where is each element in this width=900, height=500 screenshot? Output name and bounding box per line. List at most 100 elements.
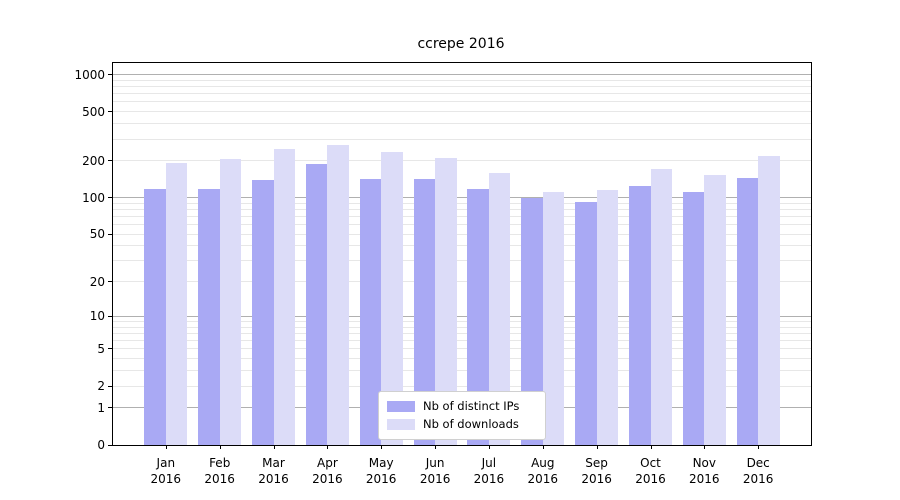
- minor-gridline-500: [113, 111, 811, 113]
- x-tick-label-jun: Jun 2016: [405, 455, 465, 487]
- x-tick-month: Jan: [156, 456, 176, 470]
- y-tick-label-200: 200: [82, 153, 105, 168]
- x-tick-month: Jul: [481, 456, 497, 470]
- x-tick-year: 2016: [635, 472, 666, 486]
- bar-oct-distinct-ips: [629, 186, 651, 445]
- minor-gridline-90: [113, 202, 811, 204]
- bar-nov-distinct-ips: [682, 191, 705, 445]
- legend-swatch-downloads: [387, 418, 415, 430]
- bar-jul-distinct-ips: [467, 189, 489, 445]
- y-tick-label-0: 0: [97, 438, 105, 452]
- bar-sep-distinct-ips: [575, 201, 597, 445]
- minor-gridline-300: [113, 138, 811, 140]
- bar-mar-distinct-ips: [252, 180, 274, 445]
- x-tick-nov: [704, 445, 706, 449]
- x-tick-year: 2016: [204, 472, 235, 486]
- x-tick-jun: [435, 445, 437, 449]
- legend-label-distinct-ips: Nb of distinct IPs: [423, 399, 520, 413]
- minor-gridline-50: [113, 233, 811, 235]
- minor-gridline-7: [113, 333, 811, 334]
- x-tick-month: Nov: [692, 456, 716, 470]
- minor-gridline-9: [113, 321, 811, 322]
- x-tick-year: 2016: [581, 472, 612, 486]
- minor-gridline-80: [113, 208, 811, 210]
- minor-gridline-70: [113, 215, 811, 217]
- minor-gridline-60: [113, 224, 811, 226]
- y-tick-20: [108, 281, 113, 283]
- minor-gridline-700: [113, 93, 811, 95]
- y-tick-0: [108, 444, 113, 446]
- major-gridline-100: [113, 197, 811, 198]
- minor-gridline-3: [113, 370, 811, 372]
- minor-gridline-600: [113, 101, 811, 103]
- x-tick-jan: [165, 445, 167, 449]
- y-tick-label-1000: 1000: [74, 67, 105, 82]
- x-tick-sep: [596, 445, 598, 449]
- x-tick-jul: [488, 445, 490, 449]
- x-tick-aug: [542, 445, 544, 449]
- x-tick-month: Mar: [262, 456, 285, 470]
- minor-gridline-800: [113, 86, 811, 87]
- y-tick-label-1: 1: [97, 400, 105, 415]
- x-tick-dec: [758, 445, 760, 449]
- x-tick-year: 2016: [258, 472, 289, 486]
- bar-mar-downloads: [273, 149, 295, 445]
- x-tick-month: Sep: [585, 456, 608, 470]
- bar-nov-downloads: [704, 175, 726, 445]
- bar-aug-distinct-ips: [521, 198, 543, 445]
- x-tick-label-feb: Feb 2016: [190, 455, 250, 487]
- x-tick-may: [381, 445, 383, 449]
- minor-gridline-400: [113, 123, 811, 125]
- y-tick-label-2: 2: [97, 379, 105, 394]
- x-tick-year: 2016: [150, 472, 182, 486]
- minor-gridline-20: [113, 281, 811, 283]
- bar-feb-downloads: [219, 159, 242, 445]
- x-tick-year: 2016: [473, 472, 505, 486]
- minor-gridline-900: [113, 79, 811, 81]
- x-tick-month: Apr: [317, 456, 338, 470]
- x-tick-year: 2016: [312, 472, 343, 486]
- bar-apr-downloads: [327, 144, 349, 445]
- x-tick-month: Oct: [640, 456, 661, 470]
- minor-gridline-40: [113, 245, 811, 247]
- minor-gridline-8: [113, 326, 811, 328]
- x-tick-month: Dec: [746, 456, 770, 470]
- x-tick-mar: [273, 445, 275, 449]
- bar-aug-downloads: [542, 191, 565, 445]
- y-tick-label-20: 20: [89, 274, 105, 289]
- x-tick-label-sep: Sep 2016: [567, 455, 627, 487]
- bar-jan-downloads: [165, 163, 188, 445]
- minor-gridline-30: [113, 260, 811, 262]
- y-tick-100: [108, 197, 113, 198]
- y-tick-1: [108, 407, 113, 409]
- x-tick-label-nov: Nov 2016: [674, 455, 734, 487]
- major-gridline-1000: [113, 74, 811, 75]
- x-tick-year: 2016: [419, 472, 451, 486]
- bar-may-distinct-ips: [359, 178, 382, 445]
- y-tick-2: [108, 385, 113, 387]
- x-tick-label-jul: Jul 2016: [459, 455, 519, 487]
- y-tick-label-100: 100: [82, 190, 105, 205]
- x-tick-label-oct: Oct 2016: [621, 455, 681, 487]
- x-tick-label-aug: Aug 2016: [513, 455, 573, 487]
- major-gridline-10: [113, 315, 811, 317]
- x-tick-label-jan: Jan 2016: [136, 455, 196, 487]
- legend-item-distinct-ips: Nb of distinct IPs: [387, 397, 537, 415]
- minor-gridline-200: [113, 160, 811, 162]
- legend-label-downloads: Nb of downloads: [423, 417, 519, 431]
- y-tick-label-500: 500: [82, 104, 105, 119]
- bar-may-downloads: [381, 151, 403, 445]
- y-tick-label-5: 5: [97, 341, 105, 356]
- y-tick-500: [108, 111, 113, 113]
- plot-area: 1000 500 200 100 50 20 10 5 2 1 0 Jan 2016 Feb 2016 Mar…: [74, 62, 812, 486]
- bar-sep-downloads: [596, 190, 619, 445]
- bar-oct-downloads: [650, 169, 672, 445]
- bar-feb-distinct-ips: [198, 188, 220, 445]
- x-tick-label-may: May 2016: [351, 455, 411, 487]
- bar-dec-distinct-ips: [736, 178, 759, 445]
- minor-gridline-5: [113, 348, 811, 350]
- x-tick-year: 2016: [689, 472, 720, 486]
- y-tick-label-50: 50: [89, 227, 105, 242]
- x-tick-label-dec: Dec 2016: [728, 455, 788, 487]
